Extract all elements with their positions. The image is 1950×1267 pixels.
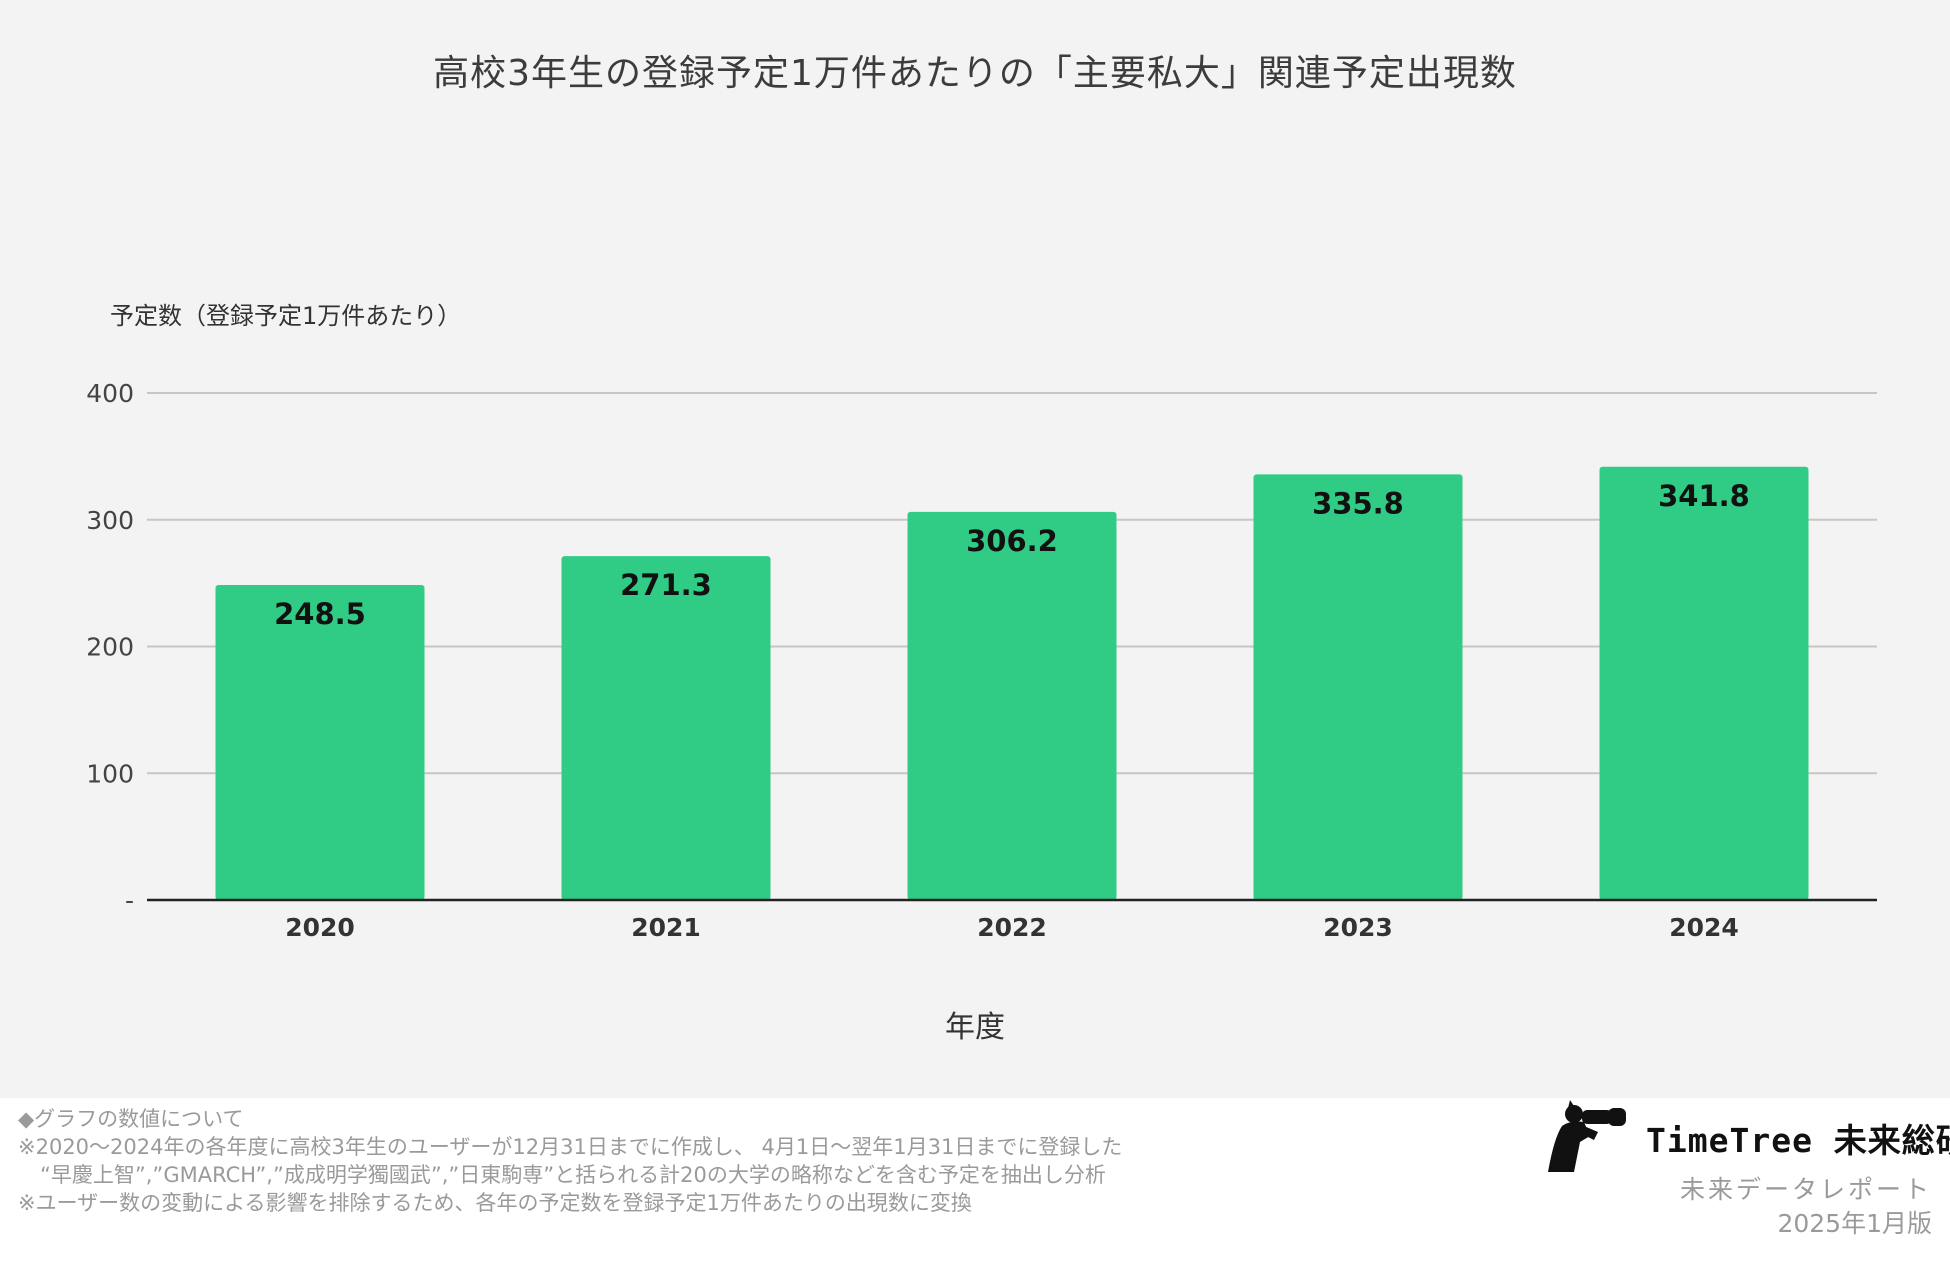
chart-area: 高校3年生の登録予定1万件あたりの「主要私大」関連予定出現数 予定数（登録予定1… [0,0,1950,1098]
bar [561,556,771,900]
report-date: 2025年1月版 [1777,1209,1932,1238]
footnote-heading: ◆グラフの数値について [18,1107,244,1131]
y-tick-label: 300 [86,506,134,535]
brand-name: TimeTree 未来総研 [1646,1121,1950,1160]
data-label: 248.5 [274,597,366,631]
y-axis-title: 予定数（登録予定1万件あたり） [110,302,462,330]
data-label: 306.2 [966,524,1058,558]
bar [215,585,425,900]
bar [1253,474,1463,900]
y-tick-label: - [125,886,134,915]
bar-chart: - 100 200 300 400 248.5 2020 271.3 2021 306.2 2022… [86,379,1877,942]
data-label: 335.8 [1312,486,1404,520]
person-with-binoculars-icon [1548,1100,1626,1172]
data-label: 341.8 [1658,479,1750,513]
x-tick-label: 2024 [1669,913,1739,942]
footnotes: ◆グラフの数値について ※2020～2024年の各年度に高校3年生のユーザーが1… [18,1105,1122,1217]
x-tick-label: 2022 [977,913,1047,942]
chart-title: 高校3年生の登録予定1万件あたりの「主要私大」関連予定出現数 [433,53,1517,94]
brand-block: TimeTree 未来総研 [1548,1096,1950,1176]
bar [907,511,1117,900]
data-label: 271.3 [620,568,712,602]
y-tick-label: 200 [86,633,134,662]
report-name: 未来データレポート [1679,1175,1932,1204]
x-tick-label: 2021 [631,913,701,942]
y-tick-label: 400 [86,379,134,408]
bar [1599,466,1809,900]
x-tick-label: 2023 [1323,913,1393,942]
x-axis-title: 年度 [945,1010,1005,1045]
footnote-line: ※2020～2024年の各年度に高校3年生のユーザーが12月31日までに作成し、… [18,1135,1123,1159]
x-tick-label: 2020 [285,913,355,942]
footnote-line: ※ユーザー数の変動による影響を排除するため、各年の予定数を登録予定1万件あたりの… [18,1191,972,1215]
footnote-line: “早慶上智”,”GMARCH”,”成成明学獨國武”,”日東駒専”と括られる計20… [40,1163,1106,1187]
y-tick-label: 100 [86,759,134,788]
